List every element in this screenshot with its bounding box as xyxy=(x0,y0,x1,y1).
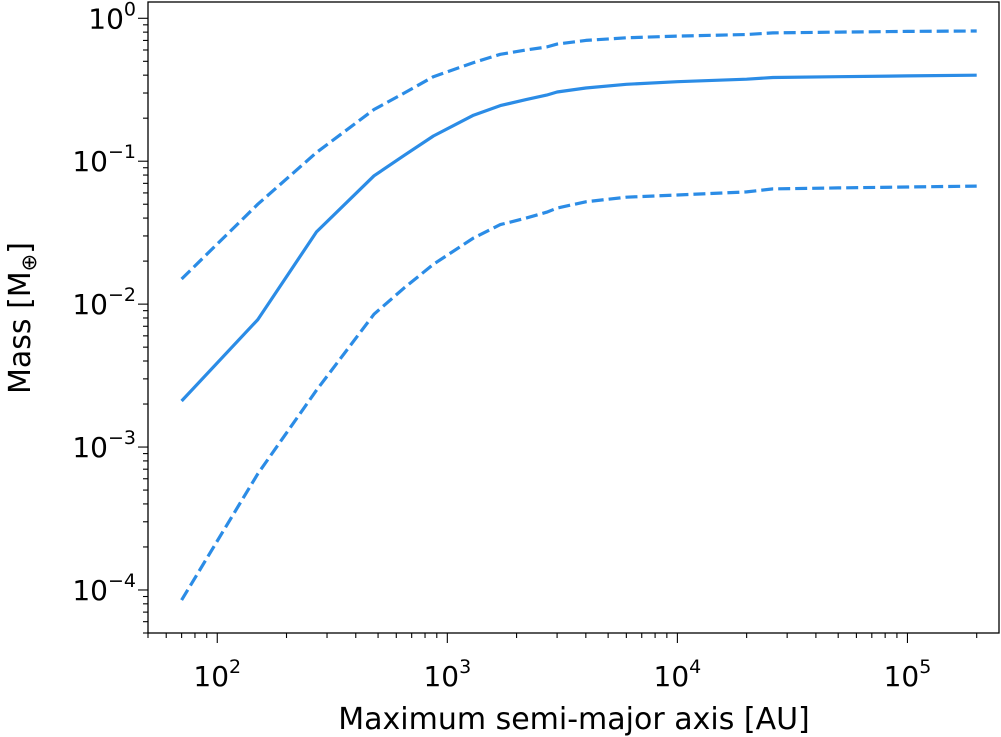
tick-labels: 102 103 104 105 10−4 10−3 10−2 10−1 100 xyxy=(72,0,931,693)
y-axis-label-suffix: ] xyxy=(3,242,38,254)
series-line-1-solid xyxy=(180,73,977,403)
x-tick-label: 103 xyxy=(423,656,471,693)
major-ticks xyxy=(138,17,908,643)
x-tick-label: 102 xyxy=(193,656,241,693)
y-tick-label: 100 xyxy=(88,0,136,35)
series-line-2-dashed xyxy=(180,29,977,281)
x-tick-label: 105 xyxy=(884,656,932,693)
y-tick-label: 10−3 xyxy=(72,427,136,464)
minor-ticks xyxy=(143,24,978,638)
y-axis-label-subscript: ⊕ xyxy=(17,254,41,272)
x-axis-label: Maximum semi-major axis [AU] xyxy=(338,702,810,737)
y-tick-label: 10−4 xyxy=(72,570,136,607)
series-group xyxy=(180,29,977,601)
y-axis-label-main: Mass [M xyxy=(3,271,38,394)
y-tick-label: 10−1 xyxy=(72,141,136,178)
plot-frame xyxy=(147,1,1000,634)
y-tick-label: 10−2 xyxy=(72,284,136,321)
x-tick-label: 104 xyxy=(654,656,702,693)
series-line-3-dashed xyxy=(180,184,977,601)
y-axis-label: Mass [M⊕] xyxy=(3,242,41,394)
